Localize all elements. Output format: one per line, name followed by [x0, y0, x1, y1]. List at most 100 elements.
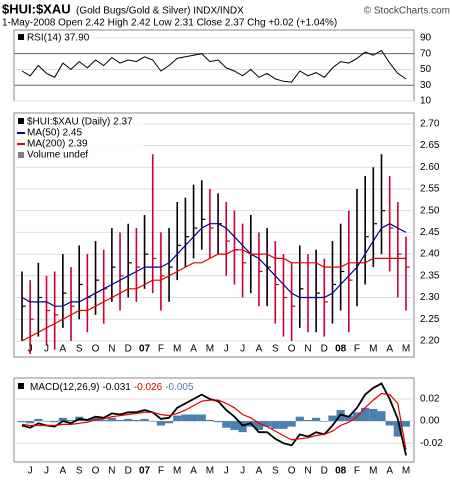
x-tick-label: O	[92, 466, 100, 477]
x-tick-label: 07	[139, 344, 151, 355]
x-tick-label: O	[288, 344, 296, 355]
histogram-bar	[361, 407, 370, 422]
x-tick-label: A	[190, 344, 197, 355]
x-tick-label: M	[369, 466, 377, 477]
legend-label: MA(50) 2.45	[27, 128, 82, 139]
histogram-bar	[222, 421, 231, 428]
series-line	[21, 392, 407, 450]
x-tick-label: F	[158, 344, 164, 355]
x-tick-label: F	[354, 344, 360, 355]
histogram-bar	[393, 421, 402, 437]
chart-title: $HUI:$XAU	[2, 1, 71, 16]
x-tick-label: S	[76, 466, 83, 477]
legend-value: MACD(12,26,9)	[30, 382, 99, 393]
legend-value: -0.005	[165, 382, 194, 393]
histogram-bar	[303, 420, 313, 422]
histogram-bar	[320, 421, 329, 422]
x-tick-label: M	[402, 344, 410, 355]
histogram-bar	[156, 421, 165, 426]
x-tick-label: S	[272, 466, 279, 477]
histogram-bar	[173, 415, 182, 422]
histogram-bar	[197, 414, 206, 422]
x-tick-label: M	[369, 344, 377, 355]
y-tick-label: -0.02	[420, 438, 443, 449]
x-tick-label: A	[60, 466, 67, 477]
histogram-bar	[181, 414, 190, 422]
x-tick-label: F	[354, 466, 360, 477]
legend-value: -0.031	[102, 382, 131, 393]
x-tick-label: M	[173, 466, 181, 477]
histogram-bar	[140, 418, 149, 422]
series-line	[21, 223, 407, 307]
x-tick-label: J	[224, 466, 229, 477]
histogram-bar	[369, 408, 378, 422]
y-tick-label: 70	[420, 48, 432, 59]
series-line	[21, 49, 407, 83]
x-tick-label: N	[304, 466, 311, 477]
histogram-bar	[254, 421, 264, 430]
x-tick-label: J	[28, 466, 33, 477]
x-tick-label: A	[60, 344, 67, 355]
histogram-bar	[279, 421, 288, 429]
x-tick-label: J	[240, 466, 245, 477]
x-tick-label: O	[288, 466, 296, 477]
histogram-bar	[124, 418, 133, 422]
histogram-bar	[66, 420, 76, 422]
histogram-bar	[295, 416, 304, 422]
histogram-bar	[42, 421, 51, 422]
x-tick-label: J	[224, 344, 229, 355]
x-tick-label: D	[321, 466, 328, 477]
histogram-bar	[328, 415, 337, 422]
x-tick-label: N	[304, 344, 311, 355]
y-tick-label: 0.02	[420, 394, 440, 405]
legend-swatch	[18, 383, 24, 389]
y-tick-label: 0.00	[420, 416, 440, 427]
legend-label: MA(200) 2.39	[27, 139, 88, 150]
y-tick-label: 2.70	[420, 118, 440, 129]
x-tick-label: J	[44, 344, 49, 355]
x-tick-label: N	[108, 344, 115, 355]
y-tick-label: 10	[420, 96, 432, 107]
x-tick-label: J	[28, 344, 33, 355]
legend-swatch	[18, 152, 24, 158]
histogram-bar	[344, 415, 353, 422]
legend-bg	[16, 32, 94, 43]
histogram-bar	[401, 421, 411, 427]
histogram-bar	[263, 421, 272, 427]
legend-label: Volume undef	[27, 150, 88, 161]
legend-swatch	[18, 118, 24, 124]
histogram-bar	[99, 420, 108, 422]
y-tick-label: 2.60	[420, 162, 440, 173]
histogram-bar	[58, 417, 67, 422]
legend-swatch	[18, 34, 24, 40]
histogram-bar	[377, 411, 386, 422]
x-tick-label: 07	[139, 466, 151, 477]
y-tick-label: 2.65	[420, 140, 440, 151]
histogram-bar	[132, 420, 141, 422]
histogram-bar	[189, 414, 198, 422]
histogram-bar	[107, 417, 116, 422]
y-tick-label: 2.45	[420, 227, 440, 238]
x-tick-label: M	[402, 466, 410, 477]
legend-label: RSI(14) 37.90	[27, 33, 90, 44]
histogram-bar	[50, 421, 59, 423]
histogram-bar	[238, 421, 247, 433]
source: © StockCharts.com	[364, 6, 450, 17]
legend-value: -0.026	[134, 382, 163, 393]
x-tick-label: N	[108, 466, 115, 477]
chart-subtitle: (Gold Bugs/Gold & Silver) INDX/INDX	[76, 6, 244, 17]
x-tick-label: D	[125, 466, 132, 477]
y-tick-label: 2.25	[420, 314, 440, 325]
x-tick-label: A	[386, 466, 393, 477]
legend-label: MACD(12,26,9) -0.031 -0.026 -0.005	[30, 382, 194, 393]
x-tick-label: A	[256, 344, 263, 355]
x-tick-label: D	[321, 344, 328, 355]
x-tick-label: S	[272, 344, 279, 355]
series-line	[21, 249, 406, 342]
y-tick-label: 2.20	[420, 336, 440, 347]
x-tick-label: D	[125, 344, 132, 355]
y-tick-label: 30	[420, 80, 432, 91]
histogram-bar	[115, 420, 125, 422]
histogram-bar	[271, 421, 280, 429]
